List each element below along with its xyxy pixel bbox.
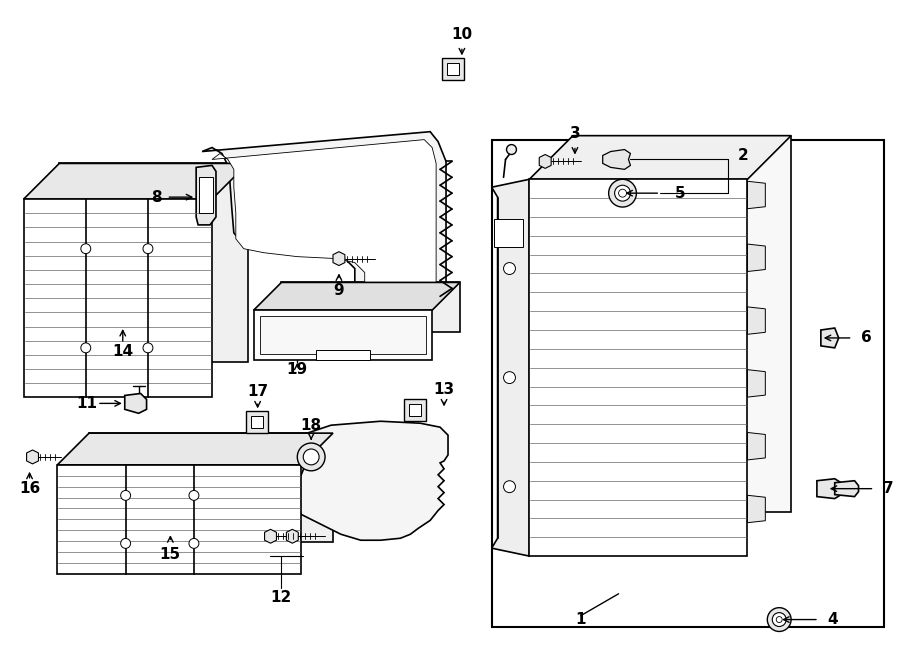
Circle shape — [189, 491, 199, 500]
Circle shape — [121, 491, 130, 500]
Circle shape — [507, 144, 517, 154]
Text: 14: 14 — [112, 344, 133, 359]
Circle shape — [303, 449, 320, 465]
Polygon shape — [254, 310, 432, 359]
Circle shape — [143, 343, 153, 353]
Circle shape — [121, 538, 130, 548]
Polygon shape — [821, 328, 839, 348]
Bar — [259, 316, 427, 354]
Circle shape — [143, 244, 153, 254]
Circle shape — [776, 616, 782, 622]
Polygon shape — [539, 154, 551, 168]
Text: 5: 5 — [675, 185, 686, 201]
Text: 7: 7 — [883, 481, 894, 496]
Polygon shape — [282, 283, 460, 332]
Circle shape — [608, 179, 636, 207]
Polygon shape — [603, 150, 631, 169]
Text: 4: 4 — [827, 612, 838, 627]
Text: 12: 12 — [271, 591, 292, 605]
Text: 11: 11 — [76, 396, 97, 411]
Polygon shape — [491, 179, 529, 556]
Circle shape — [768, 608, 791, 632]
Circle shape — [81, 244, 91, 254]
Text: 19: 19 — [287, 362, 308, 377]
Polygon shape — [316, 350, 370, 359]
Polygon shape — [212, 140, 436, 330]
Polygon shape — [573, 136, 791, 512]
Circle shape — [503, 481, 516, 493]
Polygon shape — [265, 530, 276, 544]
Circle shape — [615, 185, 631, 201]
Text: 13: 13 — [434, 382, 454, 397]
Text: 3: 3 — [570, 126, 580, 141]
Polygon shape — [23, 199, 212, 397]
Polygon shape — [817, 479, 842, 498]
Bar — [491, 140, 885, 628]
Bar — [251, 416, 263, 428]
Polygon shape — [333, 252, 345, 265]
Text: 16: 16 — [19, 481, 40, 496]
Polygon shape — [89, 433, 333, 542]
Polygon shape — [748, 432, 765, 460]
Bar — [493, 219, 524, 247]
Text: 1: 1 — [576, 612, 586, 627]
Polygon shape — [202, 132, 446, 336]
Bar — [442, 58, 464, 80]
Circle shape — [772, 612, 787, 626]
Text: 10: 10 — [451, 27, 472, 42]
Polygon shape — [748, 307, 765, 334]
Text: 9: 9 — [334, 283, 345, 298]
Bar — [199, 177, 213, 213]
Text: 15: 15 — [160, 547, 181, 561]
Polygon shape — [834, 481, 859, 496]
Bar — [447, 64, 459, 75]
Circle shape — [503, 263, 516, 275]
Circle shape — [503, 371, 516, 383]
Bar — [404, 399, 427, 421]
Polygon shape — [748, 244, 765, 271]
Circle shape — [618, 189, 626, 197]
Polygon shape — [125, 393, 147, 413]
Polygon shape — [196, 166, 216, 225]
Text: 18: 18 — [301, 418, 321, 433]
Text: 8: 8 — [151, 189, 162, 205]
Polygon shape — [58, 433, 333, 465]
Polygon shape — [748, 181, 765, 209]
Polygon shape — [286, 530, 298, 544]
Polygon shape — [297, 421, 448, 540]
Polygon shape — [59, 164, 248, 361]
Bar — [246, 411, 267, 433]
Bar — [410, 404, 421, 416]
Polygon shape — [748, 495, 765, 523]
Text: 6: 6 — [861, 330, 872, 346]
Polygon shape — [254, 283, 460, 310]
Polygon shape — [529, 179, 748, 556]
Circle shape — [81, 343, 91, 353]
Polygon shape — [27, 450, 39, 464]
Polygon shape — [58, 465, 302, 574]
Polygon shape — [529, 136, 791, 179]
Text: 17: 17 — [248, 384, 268, 399]
Circle shape — [189, 538, 199, 548]
Polygon shape — [23, 164, 248, 199]
Circle shape — [297, 443, 325, 471]
Polygon shape — [748, 369, 765, 397]
Text: 2: 2 — [738, 148, 748, 163]
